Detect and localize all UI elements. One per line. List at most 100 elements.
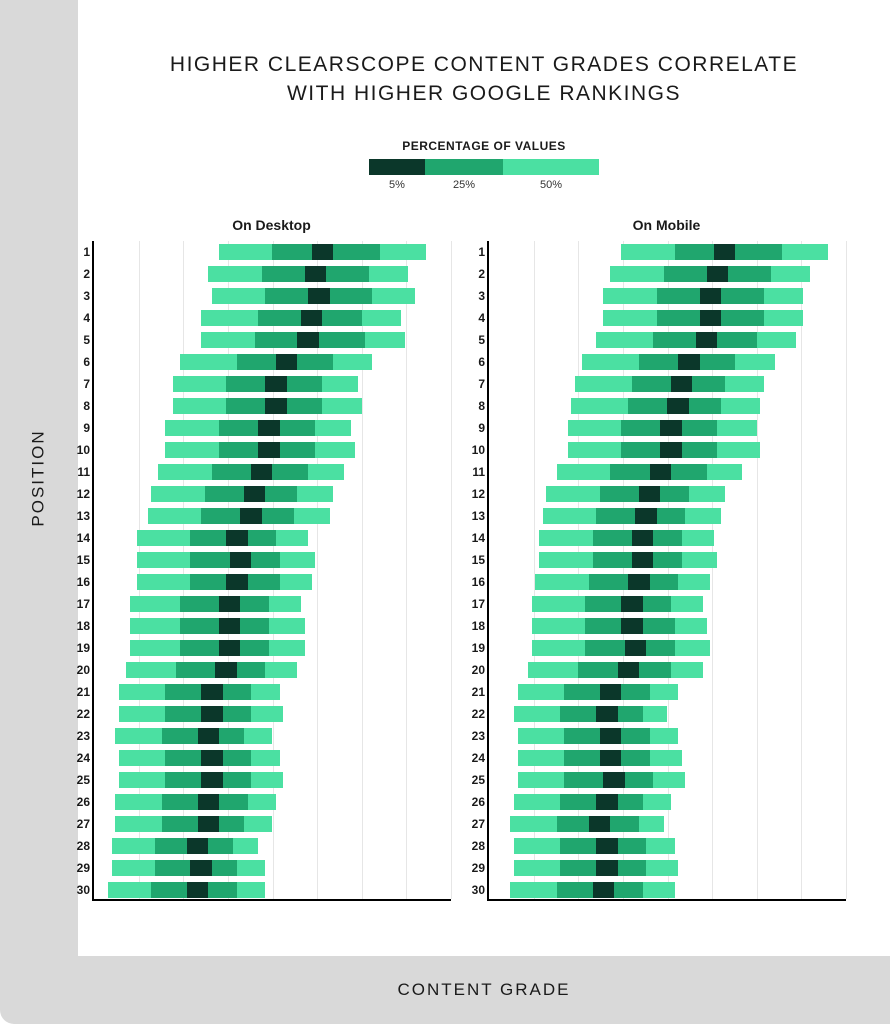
bar-p5: [312, 244, 333, 260]
plot-area: 1234567891011121314151617181920212223242…: [92, 241, 451, 901]
data-row: 13: [94, 505, 451, 527]
legend-label: 5%: [389, 179, 405, 191]
bar-p5: [596, 706, 617, 722]
x-axis-label: CONTENT GRADE: [397, 980, 570, 1000]
data-row: 6: [94, 351, 451, 373]
bar-p5: [596, 860, 617, 876]
position-label: 2: [64, 267, 90, 281]
bar-group: [173, 376, 359, 392]
bar-group: [180, 354, 373, 370]
bar-p5: [201, 706, 222, 722]
bar-p5: [301, 310, 322, 326]
data-row: 28: [94, 835, 451, 857]
position-label: 23: [64, 729, 90, 743]
gridline: [451, 241, 452, 899]
bar-p5: [621, 596, 642, 612]
bar-group: [130, 640, 305, 656]
bar-group: [568, 442, 761, 458]
data-row: 19: [489, 637, 846, 659]
position-label: 19: [64, 641, 90, 655]
data-row: 9: [94, 417, 451, 439]
position-label: 7: [64, 377, 90, 391]
position-label: 26: [64, 795, 90, 809]
position-label: 30: [459, 883, 485, 897]
position-label: 11: [459, 465, 485, 479]
bar-group: [518, 684, 679, 700]
position-label: 11: [64, 465, 90, 479]
data-row: 16: [489, 571, 846, 593]
bar-group: [621, 244, 828, 260]
legend-swatch: [369, 159, 425, 175]
position-label: 16: [64, 575, 90, 589]
bar-group: [603, 288, 803, 304]
data-row: 2: [489, 263, 846, 285]
bar-p5: [678, 354, 699, 370]
bar-group: [201, 310, 401, 326]
position-label: 15: [459, 553, 485, 567]
position-label: 9: [459, 421, 485, 435]
bar-p5: [671, 376, 692, 392]
position-label: 22: [64, 707, 90, 721]
bar-group: [148, 508, 330, 524]
plot-area: 1234567891011121314151617181920212223242…: [487, 241, 846, 901]
bar-group: [510, 882, 674, 898]
bar-group: [151, 486, 333, 502]
bar-group: [532, 618, 707, 634]
data-row: 30: [489, 879, 846, 901]
bar-group: [518, 750, 682, 766]
position-label: 29: [459, 861, 485, 875]
bar-p5: [251, 464, 272, 480]
data-row: 3: [489, 285, 846, 307]
bar-p5: [190, 860, 211, 876]
data-row: 11: [489, 461, 846, 483]
data-row: 15: [94, 549, 451, 571]
legend-item: 5%: [369, 159, 425, 191]
legend-swatch: [503, 159, 599, 175]
bar-p5: [600, 684, 621, 700]
data-row: 21: [489, 681, 846, 703]
bar-p5: [201, 772, 222, 788]
data-row: 23: [94, 725, 451, 747]
position-label: 18: [64, 619, 90, 633]
data-row: 9: [489, 417, 846, 439]
bar-group: [201, 332, 404, 348]
data-row: 26: [94, 791, 451, 813]
bar-p5: [226, 530, 247, 546]
bar-p5: [187, 882, 208, 898]
legend-item: 25%: [425, 159, 503, 191]
bar-group: [539, 552, 718, 568]
position-label: 16: [459, 575, 485, 589]
bar-group: [596, 332, 796, 348]
position-label: 27: [64, 817, 90, 831]
bar-group: [535, 574, 710, 590]
data-row: 14: [489, 527, 846, 549]
bar-group: [557, 464, 743, 480]
data-row: 18: [94, 615, 451, 637]
bar-group: [610, 266, 810, 282]
bar-p5: [187, 838, 208, 854]
bar-group: [219, 244, 426, 260]
bar-group: [119, 750, 280, 766]
position-label: 17: [64, 597, 90, 611]
position-label: 1: [459, 245, 485, 259]
bar-p5: [618, 662, 639, 678]
bar-p5: [305, 266, 326, 282]
position-label: 10: [64, 443, 90, 457]
legend-label: 50%: [540, 179, 562, 191]
data-row: 22: [94, 703, 451, 725]
bar-p5: [603, 772, 624, 788]
bar-group: [514, 838, 675, 854]
legend-label: 25%: [453, 179, 475, 191]
bar-p5: [650, 464, 671, 480]
data-row: 23: [489, 725, 846, 747]
bar-group: [112, 838, 258, 854]
data-row: 17: [94, 593, 451, 615]
data-row: 8: [489, 395, 846, 417]
bar-p5: [198, 794, 219, 810]
bar-p5: [219, 596, 240, 612]
data-row: 14: [94, 527, 451, 549]
position-label: 28: [459, 839, 485, 853]
position-label: 21: [64, 685, 90, 699]
bar-group: [165, 442, 354, 458]
legend: PERCENTAGE OF VALUES 5%25%50%: [78, 139, 890, 191]
